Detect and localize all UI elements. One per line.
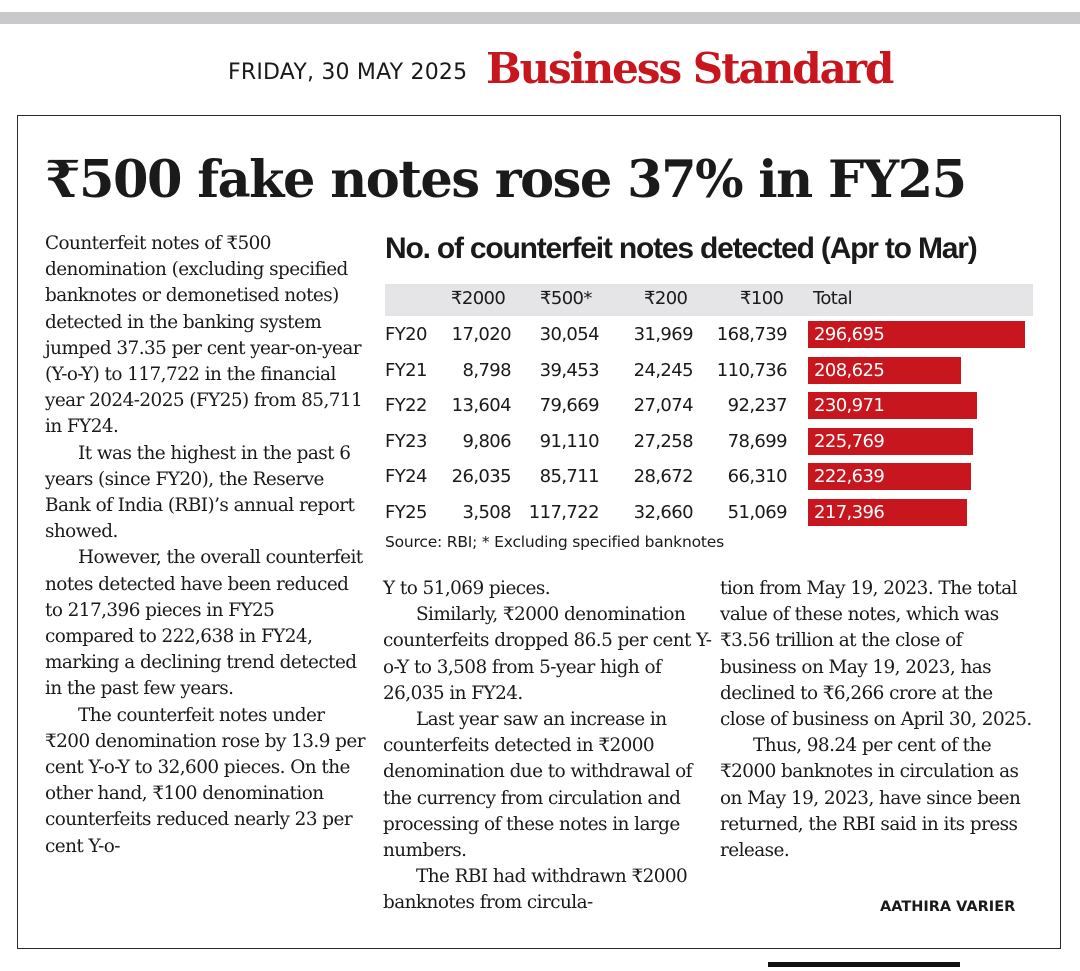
total-label: 208,625 — [814, 359, 885, 381]
total-bar: 225,769 — [808, 427, 973, 455]
article-paragraph: The counterfeit notes under ₹200 denomin… — [45, 704, 366, 857]
row-year: FY20 — [385, 324, 427, 345]
article-paragraph: Counterfeit notes of ₹500 denomination (… — [45, 233, 363, 438]
total-bar: 222,639 — [808, 463, 971, 491]
cell-500: 79,669 — [539, 395, 600, 417]
cell-2000: 13,604 — [451, 395, 512, 417]
cell-200: 31,969 — [633, 324, 694, 345]
article-column-2: Y to 51,069 pieces. Similarly, ₹2000 den… — [383, 576, 713, 917]
cell-200: 32,660 — [633, 502, 694, 523]
cell-2000: 3,508 — [462, 502, 511, 523]
total-bar: 208,625 — [808, 356, 961, 384]
chart-title: No. of counterfeit notes detected (Apr t… — [385, 232, 978, 265]
total-label: 296,695 — [814, 324, 885, 345]
cell-500: 39,453 — [539, 359, 600, 381]
cell-500: 91,110 — [539, 430, 600, 452]
total-bar: 230,971 — [808, 392, 977, 420]
cell-500: 117,722 — [528, 502, 600, 523]
row-year: FY25 — [385, 502, 427, 523]
bottom-decorative-line — [768, 962, 960, 967]
total-label: 225,769 — [814, 430, 885, 452]
masthead-publication-logo: Business Standard — [486, 44, 894, 93]
cell-200: 27,074 — [633, 395, 694, 417]
article-headline: ₹500 fake notes rose 37% in FY25 — [45, 150, 967, 210]
total-label: 222,639 — [814, 466, 885, 488]
article-paragraph: Y to 51,069 pieces. — [383, 578, 551, 599]
column-header-500: ₹500* — [540, 288, 592, 309]
table-header-band — [385, 284, 1033, 316]
article-paragraph: Last year saw an increase in counterfeit… — [383, 709, 693, 862]
article-frame — [17, 115, 1061, 949]
cell-200: 27,258 — [633, 430, 694, 452]
column-header-total: Total — [813, 288, 853, 309]
cell-500: 85,711 — [539, 466, 600, 488]
article-column-1: Counterfeit notes of ₹500 denomination (… — [45, 231, 366, 860]
column-header-2000: ₹2000 — [451, 288, 506, 309]
cell-100: 110,736 — [716, 359, 788, 381]
cell-200: 24,245 — [633, 359, 694, 381]
article-paragraph: However, the overall counterfeit notes d… — [45, 547, 363, 700]
cell-100: 78,699 — [727, 430, 788, 452]
article-paragraph: Thus, 98.24 per cent of the ₹2000 bankno… — [720, 735, 1021, 862]
article-byline: AATHIRA VARIER — [880, 899, 1016, 915]
cell-200: 28,672 — [633, 466, 694, 488]
row-year: FY21 — [385, 359, 427, 381]
cell-2000: 17,020 — [451, 324, 512, 345]
row-year: FY23 — [385, 430, 427, 452]
masthead-date: FRIDAY, 30 MAY 2025 — [228, 60, 468, 85]
row-year: FY24 — [385, 466, 427, 488]
cell-500: 30,054 — [539, 324, 600, 345]
cell-2000: 9,806 — [462, 430, 511, 452]
top-divider-bar — [0, 12, 1080, 24]
row-year: FY22 — [385, 395, 427, 417]
total-bar: 296,695 — [808, 321, 1025, 348]
cell-2000: 26,035 — [451, 466, 512, 488]
total-bar: 217,396 — [808, 499, 967, 526]
article-paragraph: It was the highest in the past 6 years (… — [45, 442, 355, 543]
cell-100: 168,739 — [716, 324, 788, 345]
article-column-3: tion from May 19, 2023. The total value … — [720, 576, 1040, 864]
cell-2000: 8,798 — [462, 359, 511, 381]
cell-100: 51,069 — [727, 502, 788, 523]
column-header-200: ₹200 — [644, 288, 688, 309]
article-paragraph: tion from May 19, 2023. The total value … — [720, 578, 1032, 731]
cell-100: 66,310 — [727, 466, 788, 488]
cell-100: 92,237 — [727, 395, 788, 417]
total-label: 230,971 — [814, 395, 885, 417]
article-paragraph: Similarly, ₹2000 denomination counterfei… — [383, 604, 712, 704]
chart-source-note: Source: RBI; * Excluding specified bankn… — [385, 533, 724, 551]
article-paragraph: The RBI had withdrawn ₹2000 banknotes fr… — [383, 866, 688, 914]
total-label: 217,396 — [814, 502, 885, 523]
column-header-100: ₹100 — [740, 288, 784, 309]
